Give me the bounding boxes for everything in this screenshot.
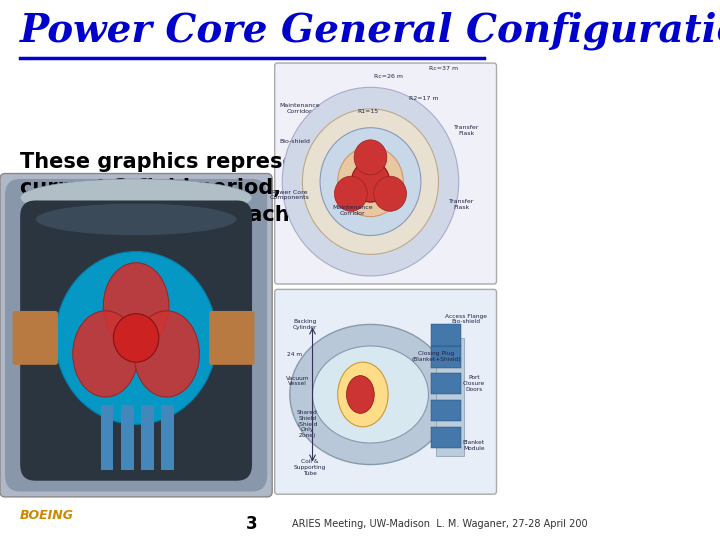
Text: Access Flange
Bio-shield: Access Flange Bio-shield — [445, 314, 487, 325]
Text: Bio-shield: Bio-shield — [279, 139, 310, 144]
Ellipse shape — [134, 311, 199, 397]
Bar — [101, 405, 114, 470]
FancyBboxPatch shape — [20, 200, 252, 481]
Bar — [431, 346, 462, 368]
Text: Shared
Shield
(Shield
Only
Zone): Shared Shield (Shield Only Zone) — [297, 410, 318, 438]
Ellipse shape — [338, 362, 388, 427]
Ellipse shape — [354, 140, 387, 175]
Text: Backing
Cylinder: Backing Cylinder — [293, 319, 317, 330]
FancyBboxPatch shape — [13, 311, 58, 365]
Bar — [121, 405, 134, 470]
Bar — [161, 405, 174, 470]
Text: Blanket
Module: Blanket Module — [463, 440, 485, 451]
Ellipse shape — [335, 176, 367, 211]
Text: BOEING: BOEING — [20, 509, 74, 522]
Ellipse shape — [104, 263, 169, 349]
Ellipse shape — [346, 376, 374, 413]
Text: Power Core General Configuration: Power Core General Configuration — [20, 11, 720, 50]
Text: 3: 3 — [246, 515, 258, 533]
Circle shape — [351, 161, 390, 202]
Text: 24 m: 24 m — [287, 352, 302, 356]
Text: R2=17 m: R2=17 m — [409, 96, 438, 100]
Text: ARIES Meeting, UW-Madison  L. M. Waganer, 27-28 April 200: ARIES Meeting, UW-Madison L. M. Waganer,… — [292, 519, 588, 529]
Circle shape — [320, 128, 421, 235]
Text: Coil &
Supporting
Tube: Coil & Supporting Tube — [294, 459, 326, 476]
FancyBboxPatch shape — [5, 179, 267, 491]
Text: Closing Plug
(Blanket+Shield): Closing Plug (Blanket+Shield) — [411, 352, 461, 362]
Text: Maintenance
Corridor: Maintenance Corridor — [333, 205, 373, 215]
Ellipse shape — [312, 346, 428, 443]
Text: Power Core
Components: Power Core Components — [270, 190, 310, 200]
Circle shape — [338, 146, 403, 217]
Ellipse shape — [290, 325, 451, 464]
Ellipse shape — [73, 311, 138, 397]
Ellipse shape — [35, 203, 237, 235]
Bar — [431, 373, 462, 395]
Bar — [431, 325, 462, 346]
Bar — [141, 405, 154, 470]
FancyBboxPatch shape — [275, 289, 497, 494]
Ellipse shape — [55, 252, 217, 424]
Text: Maintenance
Corridor: Maintenance Corridor — [279, 104, 320, 114]
Text: Port
Closure
Doors: Port Closure Doors — [463, 375, 485, 392]
FancyBboxPatch shape — [210, 311, 255, 365]
Circle shape — [302, 109, 438, 254]
Text: Rc=37 m: Rc=37 m — [429, 66, 458, 71]
Bar — [436, 338, 464, 456]
Text: Transfer
Flask: Transfer Flask — [449, 199, 474, 210]
Bar — [431, 400, 462, 421]
Ellipse shape — [114, 314, 159, 362]
Bar — [431, 427, 462, 448]
Circle shape — [282, 87, 459, 276]
Text: These graphics represent our
current 3-field period, port
maintenance approach: These graphics represent our current 3-f… — [20, 152, 369, 225]
FancyBboxPatch shape — [275, 63, 497, 284]
Ellipse shape — [374, 176, 407, 211]
Text: Rc=26 m: Rc=26 m — [374, 74, 402, 79]
Text: Vacuum
Vessel: Vacuum Vessel — [286, 376, 309, 387]
FancyBboxPatch shape — [0, 173, 272, 497]
Text: Transfer
Flask: Transfer Flask — [454, 125, 479, 136]
Text: R1=15: R1=15 — [357, 109, 379, 114]
Ellipse shape — [20, 179, 252, 217]
